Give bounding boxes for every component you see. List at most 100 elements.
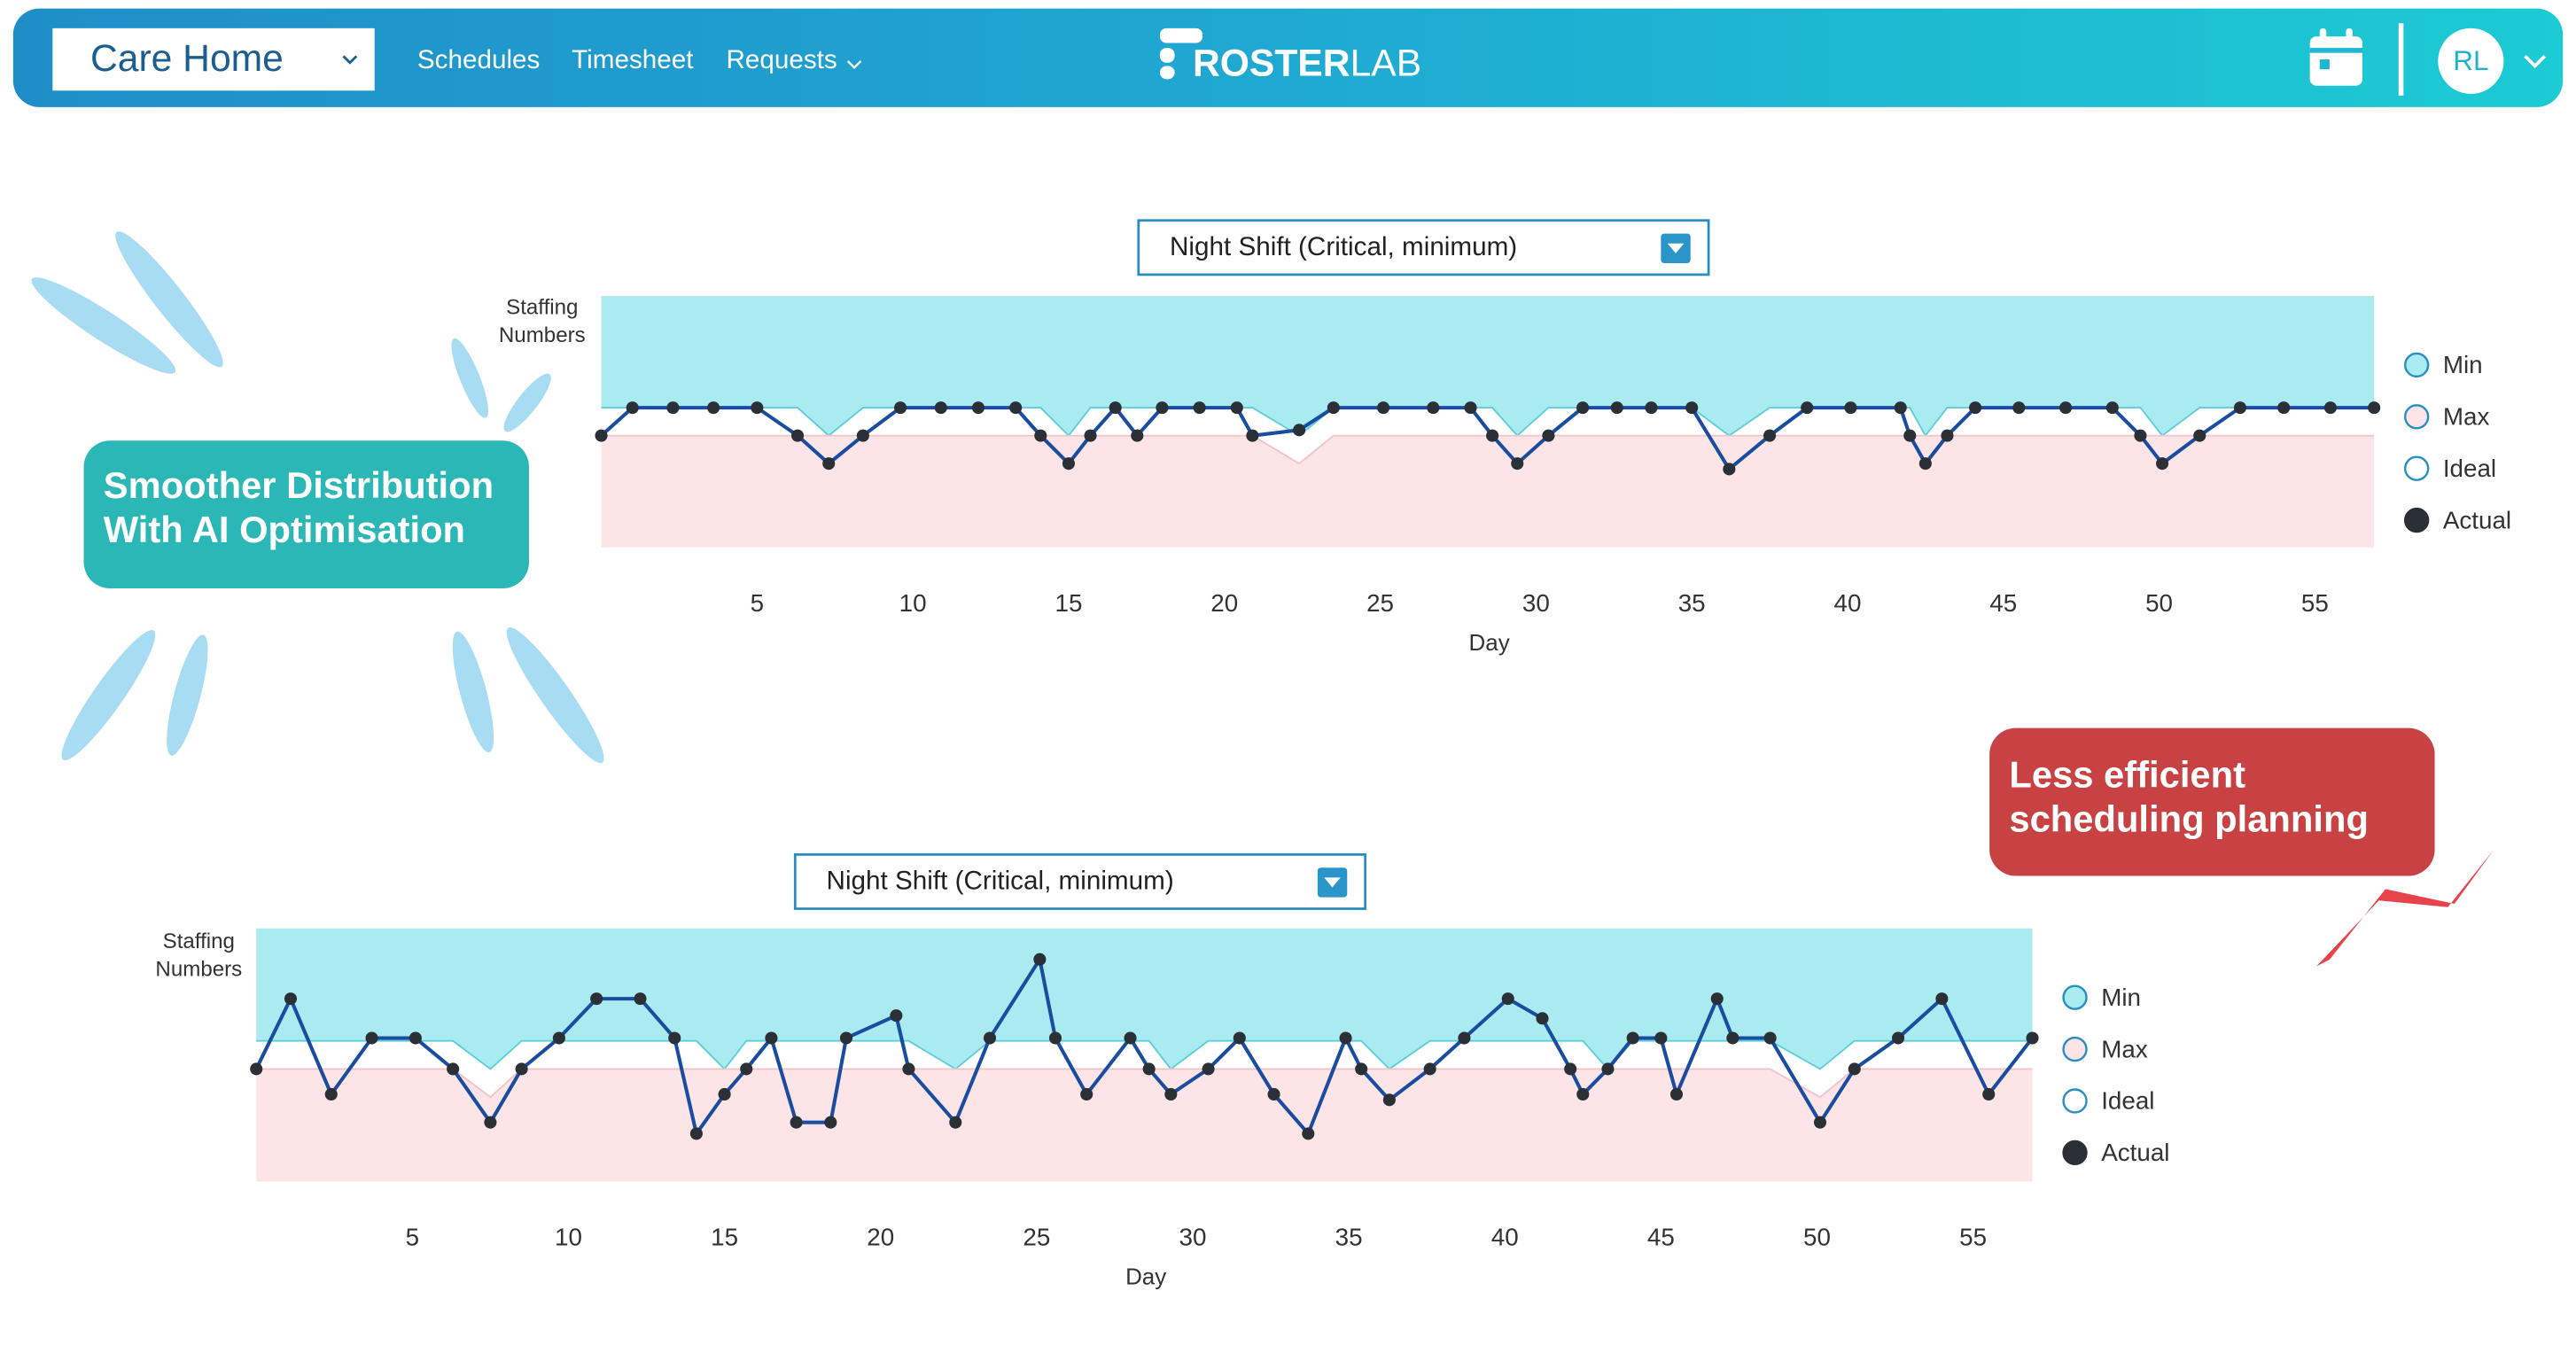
actual-point xyxy=(1982,1087,1996,1101)
actual-point xyxy=(1542,429,1555,442)
x-tick-label: 5 xyxy=(406,1224,419,1251)
x-tick-label: 50 xyxy=(1803,1224,1831,1251)
actual-point xyxy=(1355,1062,1368,1076)
x-tick-label: 50 xyxy=(2145,589,2173,617)
legend-swatch xyxy=(2403,507,2430,533)
logo-text: ROSTERLAB xyxy=(1193,43,1421,85)
actual-point xyxy=(2277,401,2291,415)
actual-point xyxy=(1109,401,1122,415)
actual-point xyxy=(1009,401,1023,415)
actual-point xyxy=(790,1116,803,1129)
y-axis-label: Staffing Numbers xyxy=(155,929,242,981)
actual-point xyxy=(668,1031,681,1045)
actual-point xyxy=(1723,463,1736,476)
legend-label: Min xyxy=(2443,351,2483,378)
actual-point xyxy=(1202,1062,1215,1076)
logo-strong: ROSTER xyxy=(1193,43,1350,85)
actual-point xyxy=(1763,1031,1777,1045)
ray xyxy=(115,231,223,368)
location-chevron xyxy=(342,55,358,65)
logo-mark xyxy=(1159,48,1175,63)
area-fill xyxy=(601,435,2375,548)
filter-select[interactable] xyxy=(793,852,1367,910)
actual-point xyxy=(284,992,298,1006)
callout-box xyxy=(1989,727,2435,876)
x-tick-label: 35 xyxy=(1335,1224,1363,1251)
callout: Less efficient scheduling planning xyxy=(2009,754,2369,839)
legend-swatch xyxy=(2403,404,2430,430)
decoration xyxy=(31,231,604,764)
actual-point xyxy=(765,1031,778,1045)
legend-label: Max xyxy=(2101,1035,2148,1062)
legend-swatch xyxy=(2062,1140,2088,1166)
avatar[interactable] xyxy=(2438,27,2504,95)
actual-point xyxy=(666,401,680,415)
x-tick-label: 15 xyxy=(1055,589,1082,617)
actual-point xyxy=(1246,429,1259,442)
actual-point xyxy=(822,457,836,471)
logo: ROSTERLAB xyxy=(1159,27,1421,85)
legend-swatch xyxy=(2062,1088,2088,1114)
actual-point xyxy=(250,1062,263,1076)
legend-swatch xyxy=(2403,352,2430,378)
y-axis-label-text: Staffing Numbers xyxy=(498,294,586,347)
x-tick-label: 10 xyxy=(555,1224,582,1251)
actual-point xyxy=(949,1116,962,1129)
actual-point xyxy=(1511,457,1524,471)
calendar-ring xyxy=(2319,27,2327,43)
actual-point xyxy=(1423,1062,1436,1076)
actual-point xyxy=(1327,401,1340,415)
actual-point xyxy=(2134,429,2147,442)
ray xyxy=(167,634,208,756)
actual-point xyxy=(1844,401,1857,415)
calendar-line xyxy=(2309,48,2362,53)
actual-point xyxy=(365,1031,378,1045)
filter-label: Night Shift (Critical, minimum) xyxy=(827,867,1174,896)
location-select[interactable] xyxy=(52,27,375,91)
actual-point xyxy=(1062,457,1075,471)
actual-point xyxy=(791,429,805,442)
x-tick-label: 35 xyxy=(1678,589,1706,617)
nav-link[interactable]: Timesheet xyxy=(572,45,694,74)
nav-link[interactable]: Requests xyxy=(726,45,837,74)
area-fill xyxy=(256,928,2033,1070)
legend-label: Max xyxy=(2443,403,2490,431)
calendar-body xyxy=(2309,36,2362,86)
legend-label: Actual xyxy=(2101,1139,2169,1166)
actual-point xyxy=(1156,401,1169,415)
actual-point xyxy=(1233,1031,1246,1045)
x-tick-label: 5 xyxy=(751,589,764,617)
actual-point xyxy=(634,992,647,1006)
actual-point xyxy=(1131,429,1144,442)
x-tick-label: 45 xyxy=(1989,589,2017,617)
legend-swatch xyxy=(2062,1036,2088,1062)
nav-link[interactable]: Schedules xyxy=(417,45,540,74)
actual-point xyxy=(1626,1031,1639,1045)
legend-label: Actual xyxy=(2443,506,2511,533)
actual-point xyxy=(1230,401,1243,415)
actual-point xyxy=(1610,401,1623,415)
actual-point xyxy=(1267,1087,1280,1101)
actual-point xyxy=(1193,401,1206,415)
actual-point xyxy=(824,1116,837,1129)
actual-point xyxy=(1726,1031,1739,1045)
actual-point xyxy=(1164,1087,1178,1101)
actual-point xyxy=(552,1031,565,1045)
legend-label: Ideal xyxy=(2443,455,2496,482)
actual-point xyxy=(1293,424,1306,437)
x-axis-label: Day xyxy=(1469,631,1510,656)
actual-point xyxy=(1969,401,1982,415)
calendar-ring xyxy=(2346,27,2353,43)
ray xyxy=(451,338,489,418)
filter-select[interactable] xyxy=(1137,219,1710,276)
actual-point xyxy=(983,1031,997,1045)
actual-point xyxy=(1903,429,1917,442)
nav-chevron xyxy=(846,60,862,70)
actual-point xyxy=(1080,1087,1093,1101)
calendar-icon[interactable] xyxy=(2309,27,2362,86)
actual-point xyxy=(515,1062,528,1076)
avatar-chevron[interactable] xyxy=(2524,55,2547,69)
actual-point xyxy=(2156,457,2169,471)
actual-point xyxy=(856,429,869,442)
